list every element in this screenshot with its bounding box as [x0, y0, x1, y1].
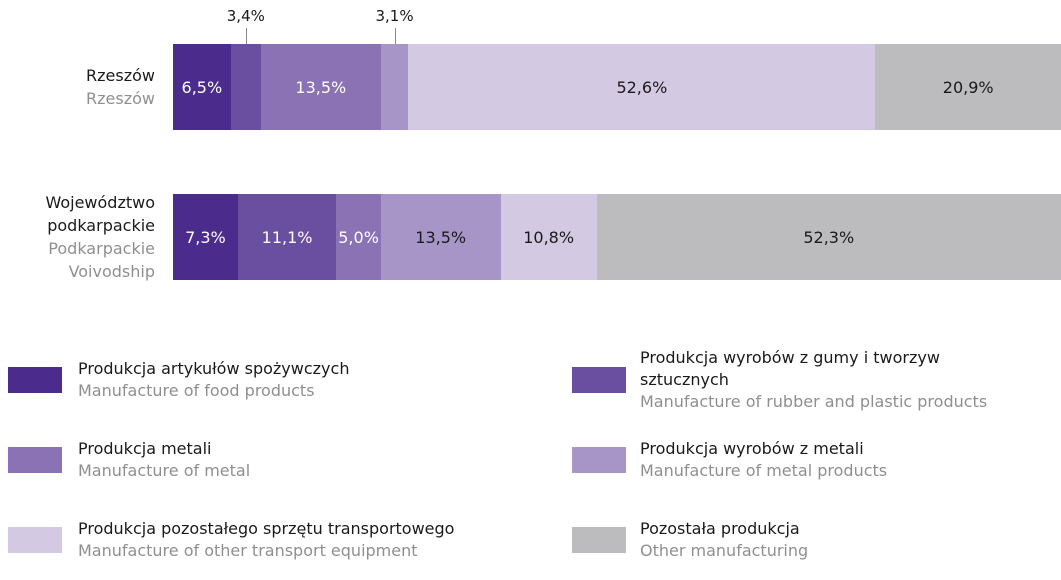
legend-entry: Produkcja pozostałego sprzętu transporto…	[78, 500, 548, 580]
legend-name-en: Manufacture of food products	[78, 381, 315, 400]
leader-line	[394, 28, 396, 44]
legend-entry: Produkcja artykułów spożywczych Manufactu…	[78, 340, 548, 420]
bar-segment: 13,5%	[260, 44, 381, 130]
value-label: 3,4%	[226, 7, 265, 25]
bar-segment: 11,1%	[237, 194, 337, 280]
legend-entry: Produkcja metali Manufacture of metal	[78, 420, 548, 500]
legend-entry: Produkcja wyrobów z gumy i tworzyw sztuc…	[640, 340, 1040, 420]
category-name-en: Rzeszów	[86, 89, 155, 108]
legend-swatch	[8, 527, 62, 553]
value-label: 5,0%	[338, 227, 379, 247]
value-label: 13,5%	[415, 227, 467, 247]
value-label: 10,8%	[523, 227, 575, 247]
category-name: Rzeszów	[86, 66, 155, 85]
legend-name-en: Manufacture of other transport equipment	[78, 541, 418, 560]
value-label: 6,5%	[181, 77, 223, 97]
legend-name: Produkcja metali	[78, 439, 212, 458]
legend-name-en: Other manufacturing	[640, 541, 809, 560]
legend-swatch	[572, 527, 626, 553]
category-name-en: Podkarpackie Voivodship	[48, 239, 155, 281]
bar-segment: 52,3%	[596, 194, 1061, 280]
leader-line	[245, 28, 247, 44]
value-label: 13,5%	[295, 77, 347, 97]
category-label: Rzeszów Rzeszów	[5, 24, 155, 150]
legend-swatch	[572, 447, 626, 473]
bar-segment: 10,8%	[500, 194, 597, 280]
value-label: 11,1%	[261, 227, 313, 247]
value-label: 20,9%	[942, 77, 994, 97]
legend-name-en: Manufacture of metal products	[640, 461, 888, 480]
legend-name-en: Manufacture of rubber and plastic produc…	[640, 392, 988, 411]
value-label: 7,3%	[185, 227, 226, 247]
legend-entry: Produkcja wyrobów z metali Manufacture of…	[640, 420, 1040, 500]
value-label: 3,1%	[375, 7, 414, 25]
legend-name: Pozostała produkcja	[640, 519, 800, 538]
bar-segment	[380, 44, 409, 130]
category-label: Województwo podkarpackie Podkarpackie Voi…	[5, 174, 155, 300]
bar-segment: 7,3%	[173, 194, 238, 280]
legend-swatch	[572, 367, 626, 393]
legend-entry: Pozostała produkcja Other manufacturing	[640, 500, 1040, 580]
chart: Rzeszów Rzeszów 6,5% 3,4% 13,5% 3,1% 52,6% 20,9…	[5, 7, 1061, 560]
legend-name: Produkcja artykułów spożywczych	[78, 359, 350, 378]
legend-name: Produkcja wyrobów z gumy i tworzyw sztuc…	[640, 348, 940, 389]
bar-segment: 13,5%	[380, 194, 501, 280]
bar-segment: 20,9%	[875, 44, 1061, 130]
legend-name: Produkcja wyrobów z metali	[640, 439, 864, 458]
bar-segment: 5,0%	[336, 194, 381, 280]
bar-segment: 6,5%	[173, 44, 231, 130]
legend-swatch	[8, 367, 62, 393]
legend-name: Produkcja pozostałego sprzętu transporto…	[78, 519, 455, 538]
value-label: 52,3%	[803, 227, 855, 247]
page: {"chart_data": {"type": "stacked_bar_hor…	[5, 7, 1061, 560]
value-label: 52,6%	[616, 77, 668, 97]
bar-segment	[230, 44, 261, 130]
category-name: Województwo podkarpackie	[45, 193, 155, 235]
legend-name-en: Manufacture of metal	[78, 461, 251, 480]
legend-swatch	[8, 447, 62, 473]
bar-segment: 52,6%	[408, 44, 876, 130]
